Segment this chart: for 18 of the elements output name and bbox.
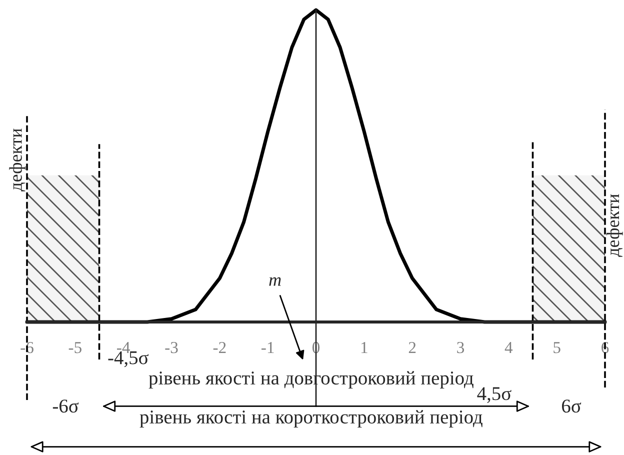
x-tick-label: 3 xyxy=(457,342,464,354)
ref-line-label: -4,5σ xyxy=(108,351,148,368)
x-tick-label: -1 xyxy=(262,342,274,354)
x-tick-label: 1 xyxy=(361,342,368,354)
legend-label: 4,5σ xyxy=(477,387,512,403)
x-tick-label: -5 xyxy=(68,342,82,354)
x-tick-label: 4 xyxy=(504,342,513,354)
x-tick-label: -4 xyxy=(117,342,130,354)
x-tick-label: 2 xyxy=(408,342,416,354)
x-tick-label: -3 xyxy=(165,342,178,354)
ref-line-label: -6σ xyxy=(52,400,79,413)
x-tick-label: 5 xyxy=(554,342,560,354)
ref-line-label: 6σ xyxy=(562,400,582,413)
x-tick-label: -2 xyxy=(213,342,226,354)
band-label: дефекти xyxy=(606,194,623,257)
text: рівень якості на короткостроковий період xyxy=(140,410,482,428)
annotation: m xyxy=(269,277,281,286)
band-label: дефекти xyxy=(9,128,26,192)
